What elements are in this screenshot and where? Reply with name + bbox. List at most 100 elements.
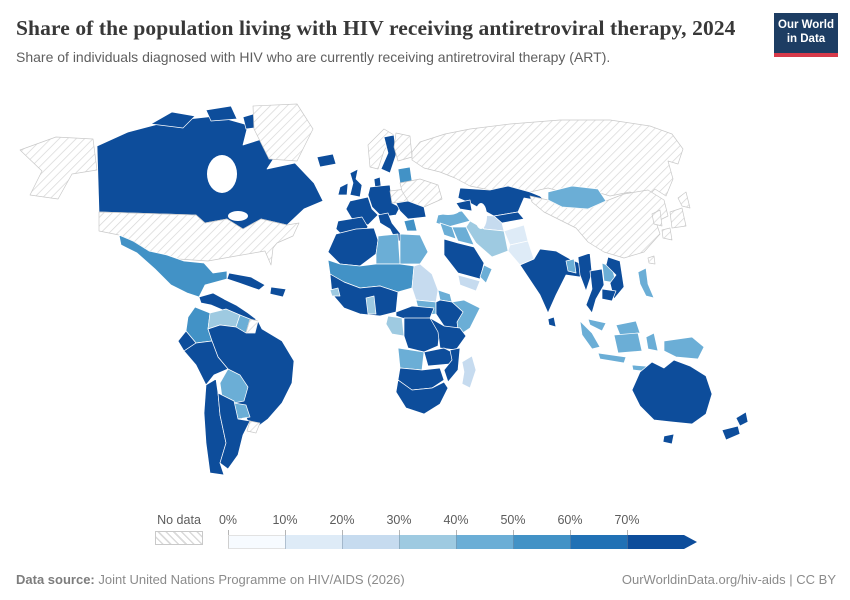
legend-no-data-swatch[interactable] — [155, 531, 203, 545]
legend-bin-30-40[interactable] — [399, 535, 456, 549]
choropleth-svg — [19, 103, 749, 476]
country-angola[interactable] — [397, 347, 425, 371]
country-south-africa[interactable] — [395, 379, 449, 415]
country-greece[interactable] — [403, 218, 418, 232]
world-map — [0, 103, 850, 510]
owid-logo[interactable]: Our World in Data — [774, 13, 838, 57]
country-cuba[interactable] — [226, 272, 266, 291]
country-egypt[interactable] — [399, 233, 429, 265]
country-ireland[interactable] — [337, 182, 349, 196]
country-bangladesh[interactable] — [565, 258, 577, 274]
country-new-zealand[interactable] — [721, 411, 749, 441]
country-papua-new-guinea[interactable] — [663, 336, 705, 360]
legend-bin-60-70[interactable] — [570, 535, 627, 549]
legend-no-data[interactable]: No data — [155, 513, 203, 545]
country-mozambique[interactable] — [443, 347, 461, 383]
country-thailand[interactable] — [585, 268, 605, 314]
map-legend: No data 0% 10% 20% 30% 40% 50% 60% 70% — [0, 513, 850, 555]
legend-tick-labels: 0% 10% 20% 30% 40% 50% 60% 70% — [219, 513, 728, 531]
legend-bin-40-50[interactable] — [456, 535, 513, 549]
country-yemen[interactable] — [457, 274, 481, 292]
great-lakes — [228, 211, 248, 221]
hudson-bay — [207, 155, 237, 193]
country-peru[interactable] — [183, 340, 229, 386]
country-korea[interactable] — [651, 209, 663, 227]
chart-footer: Data source: Joint United Nations Progra… — [16, 572, 836, 587]
legend-tickmark — [456, 530, 457, 535]
country-pakistan[interactable] — [507, 240, 535, 266]
legend-arrow-cap — [684, 535, 697, 549]
legend-tick: 50% — [500, 513, 526, 527]
country-gabon-congo[interactable] — [385, 315, 405, 337]
country-hispaniola[interactable] — [269, 286, 287, 298]
country-philippines[interactable] — [637, 267, 655, 299]
country-ukraine-belarus[interactable] — [399, 178, 443, 208]
country-greenland[interactable] — [252, 103, 314, 162]
country-indonesia[interactable] — [579, 320, 659, 373]
legend-tickmark — [228, 530, 229, 535]
country-finland[interactable] — [393, 132, 413, 162]
country-mongolia[interactable] — [547, 185, 607, 210]
data-source-label: Data source: — [16, 572, 95, 587]
country-baltics[interactable] — [397, 166, 413, 184]
legend-tickmark — [627, 530, 628, 535]
legend-tickmark — [342, 530, 343, 535]
legend-tickmark — [513, 530, 514, 535]
black-sea — [436, 205, 460, 215]
country-australia[interactable] — [631, 359, 713, 445]
country-togo-benin[interactable] — [365, 295, 377, 315]
legend-tick: 40% — [443, 513, 469, 527]
legend-bin-50-60[interactable] — [513, 535, 570, 549]
legend-bar-block: 0% 10% 20% 30% 40% 50% 60% 70% — [219, 513, 728, 553]
country-myanmar[interactable] — [577, 252, 593, 292]
country-morocco-algeria-tunisia[interactable] — [327, 227, 379, 267]
country-japan[interactable] — [661, 191, 691, 241]
legend-bin-70-plus[interactable] — [627, 535, 684, 549]
country-iran[interactable] — [465, 220, 509, 258]
legend-tickmark — [285, 530, 286, 535]
countries-layer — [19, 103, 749, 476]
data-source-note: Data source: Joint United Nations Progra… — [16, 572, 405, 587]
country-argentina[interactable] — [217, 392, 251, 470]
country-east-africa[interactable] — [429, 317, 467, 351]
legend-tick: 60% — [557, 513, 583, 527]
country-guinea-bissau[interactable] — [329, 287, 341, 297]
data-source-value: Joint United Nations Programme on HIV/AI… — [98, 572, 405, 587]
legend-bin-10-20[interactable] — [285, 535, 342, 549]
chart-header: Share of the population living with HIV … — [16, 14, 756, 65]
legend-tickmark — [570, 530, 571, 535]
country-cambodia[interactable] — [601, 288, 617, 302]
water-bodies-layer — [207, 155, 487, 229]
country-sudan[interactable] — [411, 263, 439, 303]
country-sweden[interactable] — [380, 134, 397, 174]
owid-logo-line2: in Data — [786, 33, 826, 46]
country-uzbekistan-tajikistan[interactable] — [493, 211, 525, 224]
country-alaska[interactable] — [19, 136, 98, 200]
country-uruguay[interactable] — [246, 420, 261, 434]
legend-bin-20-30[interactable] — [342, 535, 399, 549]
country-madagascar[interactable] — [461, 355, 477, 389]
country-denmark[interactable] — [373, 176, 382, 188]
country-oman[interactable] — [479, 264, 493, 284]
country-taiwan[interactable] — [647, 255, 656, 265]
country-iceland[interactable] — [316, 153, 337, 168]
country-malaysia[interactable] — [587, 318, 641, 336]
legend-bin-0-10[interactable] — [228, 535, 285, 549]
legend-no-data-label: No data — [157, 513, 201, 527]
country-ethiopia[interactable] — [435, 299, 464, 331]
country-caucasus[interactable] — [455, 199, 473, 212]
country-iraq[interactable] — [451, 226, 475, 246]
legend-tick: 10% — [272, 513, 298, 527]
chart-title: Share of the population living with HIV … — [16, 16, 736, 40]
country-balkans[interactable] — [395, 200, 427, 220]
country-libya[interactable] — [375, 233, 401, 265]
country-russia[interactable] — [411, 119, 684, 200]
owid-logo-line1: Our World — [778, 19, 835, 31]
credit-link[interactable]: OurWorldinData.org/hiv-aids | CC BY — [621, 572, 836, 587]
legend-tick: 70% — [614, 513, 640, 527]
legend-color-bar — [228, 535, 697, 549]
country-united-kingdom[interactable] — [349, 168, 363, 198]
country-bolivia[interactable] — [219, 368, 249, 404]
country-sri-lanka[interactable] — [547, 316, 557, 328]
